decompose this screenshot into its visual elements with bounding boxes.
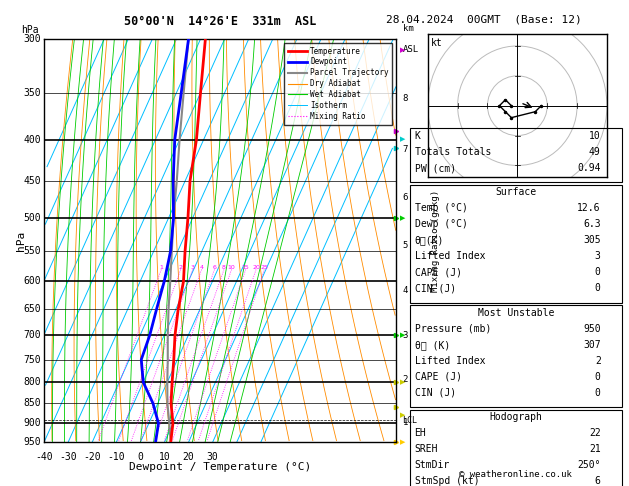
Text: 4: 4: [199, 264, 204, 270]
Text: Most Unstable: Most Unstable: [478, 308, 554, 318]
Text: 22: 22: [589, 428, 601, 438]
Text: Lifted Index: Lifted Index: [415, 356, 485, 366]
Text: ▶: ▶: [400, 137, 405, 142]
Text: 250°: 250°: [577, 460, 601, 470]
Text: 12.6: 12.6: [577, 203, 601, 213]
Text: 20: 20: [252, 264, 260, 270]
Text: ▶: ▶: [400, 47, 405, 53]
Text: 350: 350: [24, 88, 42, 98]
Text: 300: 300: [24, 34, 42, 44]
Legend: Temperature, Dewpoint, Parcel Trajectory, Dry Adiabat, Wet Adiabat, Isotherm, Mi: Temperature, Dewpoint, Parcel Trajectory…: [284, 43, 392, 125]
Text: 20: 20: [182, 452, 194, 462]
Text: kt: kt: [431, 38, 443, 48]
Text: 400: 400: [24, 135, 42, 144]
Text: 600: 600: [24, 277, 42, 286]
Text: 1: 1: [159, 264, 163, 270]
Text: hPa: hPa: [16, 230, 26, 251]
Text: 0: 0: [137, 452, 143, 462]
Text: Temp (°C): Temp (°C): [415, 203, 467, 213]
Text: 500: 500: [24, 213, 42, 223]
Text: ▶: ▶: [400, 439, 405, 445]
Text: Hodograph: Hodograph: [489, 412, 543, 422]
Text: ▶: ▶: [400, 332, 405, 338]
Text: 750: 750: [24, 354, 42, 364]
Text: ▶: ▶: [400, 215, 405, 221]
Text: hPa: hPa: [21, 25, 39, 35]
Text: StmDir: StmDir: [415, 460, 450, 470]
Text: © weatheronline.co.uk: © weatheronline.co.uk: [459, 469, 572, 479]
Text: 850: 850: [24, 399, 42, 408]
Text: K: K: [415, 131, 420, 141]
Text: ASL: ASL: [403, 45, 419, 54]
Text: 0.94: 0.94: [577, 163, 601, 174]
Text: 700: 700: [24, 330, 42, 340]
Text: 900: 900: [24, 418, 42, 428]
Text: ▶: ▶: [400, 379, 405, 385]
Text: 0: 0: [595, 267, 601, 278]
Text: SREH: SREH: [415, 444, 438, 454]
Text: Surface: Surface: [496, 187, 537, 197]
Text: 6: 6: [595, 476, 601, 486]
Text: EH: EH: [415, 428, 426, 438]
Text: 0: 0: [595, 388, 601, 398]
Text: 10: 10: [159, 452, 170, 462]
Text: Totals Totals: Totals Totals: [415, 147, 491, 157]
Text: 307: 307: [583, 340, 601, 350]
Text: CIN (J): CIN (J): [415, 283, 455, 294]
Text: 6: 6: [403, 193, 408, 202]
Text: 49: 49: [589, 147, 601, 157]
Text: -30: -30: [59, 452, 77, 462]
Text: Mixing Ratio (g/kg): Mixing Ratio (g/kg): [431, 190, 440, 292]
Text: Pressure (mb): Pressure (mb): [415, 324, 491, 334]
Text: 650: 650: [24, 304, 42, 314]
Text: 950: 950: [583, 324, 601, 334]
Text: 3: 3: [191, 264, 195, 270]
Text: 3: 3: [403, 331, 408, 340]
Text: 21: 21: [589, 444, 601, 454]
Text: 10: 10: [228, 264, 235, 270]
Text: 450: 450: [24, 176, 42, 186]
Text: 50°00'N  14°26'E  331m  ASL: 50°00'N 14°26'E 331m ASL: [124, 15, 316, 28]
Text: Dewp (°C): Dewp (°C): [415, 219, 467, 229]
Text: -20: -20: [84, 452, 101, 462]
Text: 305: 305: [583, 235, 601, 245]
Text: 4: 4: [403, 286, 408, 295]
Text: -10: -10: [108, 452, 125, 462]
Text: 2: 2: [179, 264, 182, 270]
Text: CAPE (J): CAPE (J): [415, 267, 462, 278]
Text: StmSpd (kt): StmSpd (kt): [415, 476, 479, 486]
Text: 0: 0: [595, 372, 601, 382]
Text: 25: 25: [260, 264, 268, 270]
Text: CIN (J): CIN (J): [415, 388, 455, 398]
Text: 7: 7: [403, 145, 408, 155]
Text: 28.04.2024  00GMT  (Base: 12): 28.04.2024 00GMT (Base: 12): [386, 15, 582, 25]
Text: 6.3: 6.3: [583, 219, 601, 229]
Text: -40: -40: [35, 452, 53, 462]
Text: 8: 8: [222, 264, 226, 270]
Text: 8: 8: [403, 94, 408, 103]
Text: 30: 30: [207, 452, 218, 462]
Text: θᴄ (K): θᴄ (K): [415, 340, 450, 350]
Text: Lifted Index: Lifted Index: [415, 251, 485, 261]
Text: 2: 2: [403, 375, 408, 384]
Text: 550: 550: [24, 246, 42, 256]
Text: 950: 950: [24, 437, 42, 447]
Text: θᴄ(K): θᴄ(K): [415, 235, 444, 245]
Text: ▶: ▶: [400, 413, 405, 418]
Text: LCL: LCL: [403, 416, 418, 425]
Text: 2: 2: [595, 356, 601, 366]
X-axis label: Dewpoint / Temperature (°C): Dewpoint / Temperature (°C): [129, 462, 311, 472]
Text: CAPE (J): CAPE (J): [415, 372, 462, 382]
Text: km: km: [403, 24, 413, 33]
Text: 10: 10: [589, 131, 601, 141]
Text: PW (cm): PW (cm): [415, 163, 455, 174]
Text: 800: 800: [24, 377, 42, 387]
Text: 5: 5: [403, 241, 408, 250]
Text: 0: 0: [595, 283, 601, 294]
Text: 6: 6: [213, 264, 216, 270]
Text: 15: 15: [242, 264, 250, 270]
Text: 3: 3: [595, 251, 601, 261]
Text: 1: 1: [403, 418, 408, 428]
